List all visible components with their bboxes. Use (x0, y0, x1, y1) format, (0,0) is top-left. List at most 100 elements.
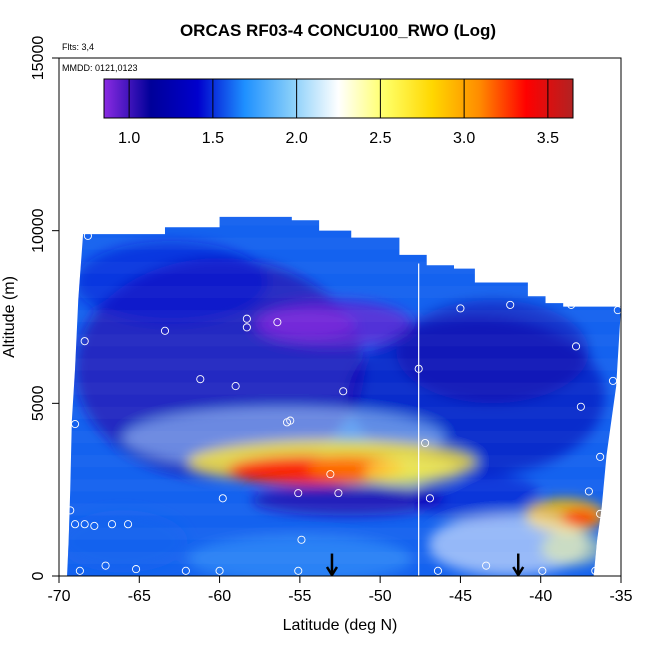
observation-point-13 (71, 520, 80, 529)
heatmap-band (59, 467, 621, 479)
down-arrow-icon (512, 553, 525, 576)
observation-point-24 (326, 470, 335, 479)
heatmap-feature-2 (259, 310, 357, 338)
heatmap-feature-11 (412, 472, 541, 521)
observation-point-9 (286, 416, 295, 425)
observation-point-44 (538, 566, 547, 575)
colorbar-tick-label: 3.5 (537, 130, 559, 147)
observation-point-41 (596, 509, 605, 518)
colorbar-tick-label: 1.5 (202, 130, 224, 147)
observation-point-32 (456, 304, 465, 313)
observation-point-25 (294, 489, 303, 498)
heatmap-feature-17 (187, 534, 413, 576)
heatmap-band (59, 274, 621, 286)
observation-point-23 (294, 566, 303, 575)
observation-point-22 (215, 566, 224, 575)
observation-point-31 (425, 494, 434, 503)
observation-point-37 (608, 376, 618, 385)
heatmap-feature-13 (561, 508, 601, 526)
x-tick-label: -55 (288, 588, 311, 605)
heatmap-band (59, 322, 621, 334)
heatmap-band (59, 564, 621, 576)
heatmap-band (59, 334, 621, 346)
heatmap-band (59, 407, 621, 419)
heatmap-band (59, 455, 621, 467)
heatmap-feature-10 (251, 484, 445, 516)
y-axis: 0 5000 10000 15000 (30, 36, 59, 580)
x-axis-label: Latitude (deg N) (283, 617, 398, 634)
heatmap-band (59, 225, 621, 237)
plot-frame (58, 57, 622, 577)
dates-note: MMDD: 0121,0123 (62, 63, 138, 73)
observation-point-10 (339, 387, 348, 396)
observation-point-5 (273, 318, 282, 327)
observation-point-19 (75, 566, 84, 575)
heatmap-band (59, 262, 621, 274)
x-tick-label: -70 (47, 588, 70, 605)
observation-point-7 (231, 382, 240, 391)
arrow-head (325, 566, 339, 576)
observation-point-4 (242, 314, 251, 323)
colorbar-tick-label: 3.0 (453, 130, 475, 147)
observation-point-26 (334, 489, 343, 498)
observation-point-18 (101, 561, 110, 570)
x-tick-label: -40 (529, 588, 552, 605)
heatmap-band (59, 238, 621, 250)
observation-point-34 (567, 300, 576, 309)
observation-point-15 (90, 521, 99, 530)
observation-point-1 (80, 337, 89, 346)
y-tick-label: 15000 (30, 36, 47, 81)
heatmap-feature-15 (540, 531, 605, 566)
colorbar-tick-label: 2.0 (286, 130, 308, 147)
x-tick-label: -45 (449, 588, 472, 605)
heatmap-band (59, 371, 621, 383)
observation-point-43 (482, 561, 491, 570)
observation-point-3 (242, 323, 251, 332)
x-tick-label: -65 (128, 588, 151, 605)
colorbar-tick-label: 2.5 (369, 130, 391, 147)
chart-title: ORCAS RF03-4 CONCU100_RWO (Log) (180, 21, 496, 40)
colorbar-tick-label: 1.0 (118, 130, 140, 147)
observation-point-2 (160, 326, 170, 335)
x-axis: -70 -65 -60 -55 -50 -45 -40 -35 (47, 576, 633, 605)
y-tick-label: 0 (30, 571, 47, 580)
y-tick-label: 5000 (30, 385, 47, 421)
heatmap-band (59, 358, 621, 370)
observation-point-11 (71, 420, 80, 429)
heatmap-band (59, 540, 621, 552)
heatmap-band (59, 503, 621, 515)
observation-point-21 (181, 566, 190, 575)
heatmap-feature-14 (428, 513, 589, 576)
heatmap-band (59, 491, 621, 503)
heatmap-band (59, 346, 621, 358)
observation-point-42 (433, 566, 442, 575)
observation-point-27 (218, 494, 227, 503)
x-tick-label: -60 (208, 588, 231, 605)
y-tick-label: 10000 (30, 208, 47, 253)
down-arrow-icon (325, 553, 339, 576)
observation-point-33 (506, 300, 515, 309)
observation-point-28 (297, 535, 306, 544)
x-tick-label: -50 (369, 588, 392, 605)
x-tick-label: -35 (609, 588, 632, 605)
observation-point-30 (421, 438, 430, 448)
heatmap-band (59, 431, 621, 443)
observation-point-38 (596, 452, 605, 461)
observation-point-20 (132, 565, 141, 574)
observation-point-39 (613, 306, 621, 315)
observation-point-14 (80, 520, 89, 529)
colorbar: 1.0 1.5 2.0 2.5 3.0 3.5 (103, 78, 574, 147)
colorbar-gradient (103, 78, 574, 119)
heatmap-band (59, 298, 621, 310)
heatmap-band (59, 419, 621, 431)
heatmap-band (59, 552, 621, 564)
flights-note: Flts: 3,4 (62, 42, 94, 52)
observation-points (66, 231, 621, 575)
y-axis-label: Altitude (m) (1, 276, 18, 358)
observation-point-40 (584, 487, 593, 496)
heatmap-band (59, 516, 621, 528)
heatmap-feature-4 (396, 299, 589, 404)
observation-point-17 (123, 520, 133, 529)
arrow-markers (325, 553, 525, 576)
